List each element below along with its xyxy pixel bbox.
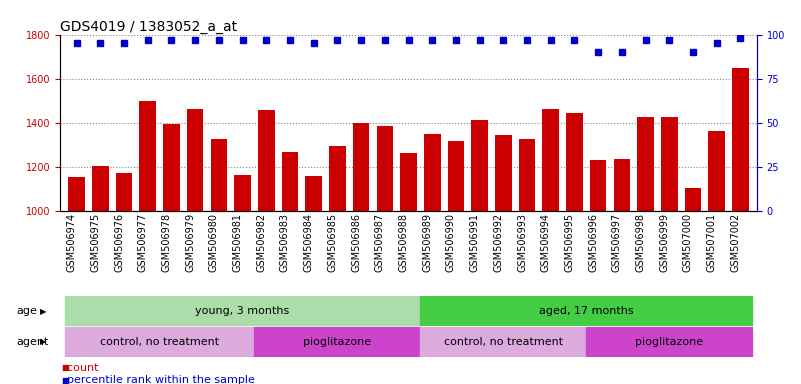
Bar: [282, 152, 298, 211]
Bar: [258, 110, 275, 211]
Text: aged, 17 months: aged, 17 months: [539, 306, 634, 316]
Bar: [661, 118, 678, 211]
Bar: [255, 327, 421, 356]
Text: control, no treatment: control, no treatment: [444, 337, 563, 347]
Bar: [329, 146, 346, 211]
Bar: [590, 161, 606, 211]
Bar: [163, 124, 179, 211]
Text: control, no treatment: control, no treatment: [100, 337, 219, 347]
Text: ▶: ▶: [40, 306, 46, 316]
Bar: [421, 327, 586, 356]
Text: count: count: [60, 363, 99, 373]
Text: percentile rank within the sample: percentile rank within the sample: [60, 375, 255, 384]
Bar: [376, 126, 393, 211]
Text: pioglitazone: pioglitazone: [635, 337, 703, 347]
Bar: [68, 177, 85, 211]
Text: agent: agent: [16, 337, 48, 347]
Text: pioglitazone: pioglitazone: [304, 337, 372, 347]
Bar: [471, 119, 488, 211]
Bar: [116, 172, 132, 211]
Bar: [92, 166, 109, 211]
Text: young, 3 months: young, 3 months: [195, 306, 290, 316]
Text: ■: ■: [61, 363, 69, 372]
Bar: [352, 123, 369, 211]
Bar: [685, 188, 701, 211]
Bar: [187, 109, 203, 211]
Bar: [732, 68, 749, 211]
Bar: [495, 135, 512, 211]
Bar: [421, 296, 752, 326]
Bar: [638, 118, 654, 211]
Bar: [708, 131, 725, 211]
Bar: [139, 101, 156, 211]
Bar: [305, 176, 322, 211]
Bar: [65, 327, 255, 356]
Bar: [586, 327, 752, 356]
Bar: [400, 153, 417, 211]
Bar: [566, 113, 582, 211]
Text: ■: ■: [61, 376, 69, 384]
Bar: [424, 134, 441, 211]
Text: GDS4019 / 1383052_a_at: GDS4019 / 1383052_a_at: [60, 20, 237, 33]
Bar: [519, 139, 535, 211]
Bar: [614, 159, 630, 211]
Bar: [542, 109, 559, 211]
Bar: [234, 175, 251, 211]
Bar: [211, 139, 227, 211]
Bar: [448, 141, 465, 211]
Text: ▶: ▶: [40, 337, 46, 346]
Text: age: age: [16, 306, 37, 316]
Bar: [65, 296, 421, 326]
